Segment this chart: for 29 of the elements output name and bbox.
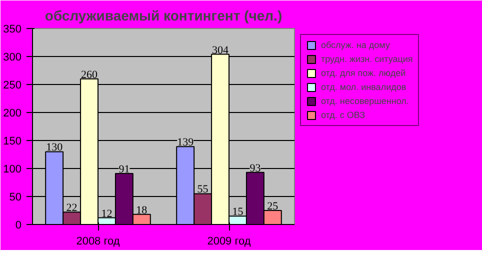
data-label: 25 (267, 200, 279, 212)
data-label: 93 (250, 162, 262, 174)
data-label: 91 (118, 164, 130, 176)
legend-label: трудн. жизн. ситуация (321, 54, 413, 64)
data-label: 260 (81, 68, 98, 81)
data-label: 55 (197, 184, 209, 196)
y-tick-label: 200 (3, 108, 22, 120)
data-label: 15 (232, 206, 244, 218)
legend-label: обслуж. на дому (321, 40, 390, 50)
y-tick-label: 300 (3, 52, 22, 64)
data-label: 12 (101, 208, 112, 220)
data-label: 304 (212, 44, 230, 56)
y-tick-label: 50 (9, 192, 22, 204)
legend-label: отд. для пож. людей (321, 68, 406, 78)
data-label: 22 (66, 202, 78, 214)
legend-label: отд. с ОВЗ (321, 110, 366, 120)
data-label: 18 (136, 204, 148, 216)
legend-label: отд. несовершеннол. (321, 96, 409, 106)
y-tick-label: 250 (3, 80, 22, 92)
y-tick-label: 100 (3, 164, 22, 176)
data-label: 139 (177, 136, 194, 149)
y-tick-label: 0 (15, 220, 22, 232)
y-tick-label: 350 (3, 24, 22, 36)
x-tick-label: 2009 год (207, 236, 252, 248)
x-tick-label: 2008 год (76, 236, 120, 248)
y-tick-label: 150 (3, 136, 22, 148)
legend-label: отд. мол. инвалидов (321, 82, 406, 92)
chart-title: обслуживаемый контингент (чел.) (44, 8, 282, 24)
data-label: 130 (46, 142, 64, 154)
